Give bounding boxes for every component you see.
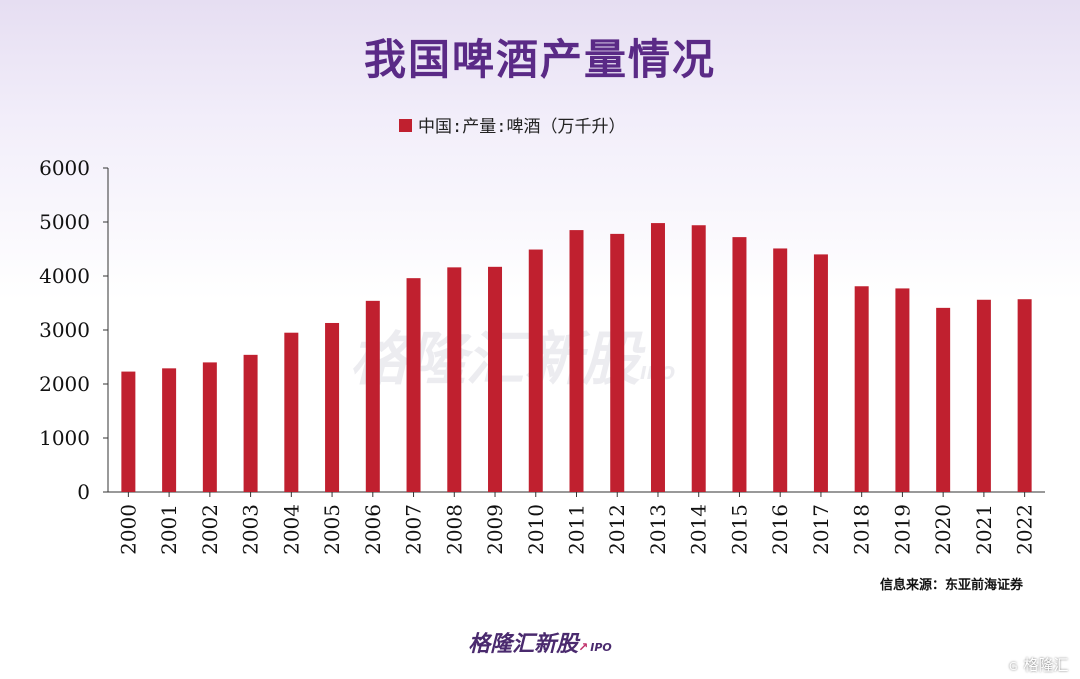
- bar: [528, 249, 543, 492]
- y-tick-label: 2000: [39, 372, 90, 396]
- bar: [243, 354, 258, 492]
- bar: [406, 278, 421, 492]
- bar: [488, 266, 503, 492]
- x-tick-label: 2011: [565, 504, 589, 555]
- y-tick-label: 3000: [39, 318, 90, 342]
- x-tick-label: 2010: [524, 504, 548, 555]
- bar: [1017, 299, 1032, 492]
- x-tick-label: 2015: [727, 504, 751, 555]
- brand-logo-icon: G: [1006, 659, 1021, 674]
- corner-badge: G 格隆汇: [1006, 654, 1069, 675]
- x-tick-label: 2017: [809, 504, 833, 555]
- y-tick-label: 4000: [39, 264, 90, 288]
- bar: [365, 300, 380, 492]
- bar: [121, 371, 136, 492]
- x-tick-label: 2022: [1013, 504, 1037, 555]
- x-tick-label: 2014: [687, 504, 711, 555]
- bar: [691, 225, 706, 493]
- y-tick-label: 5000: [39, 210, 90, 234]
- x-tick-label: 2004: [279, 504, 303, 555]
- chart-title: 我国啤酒产量情况: [363, 35, 716, 84]
- bar: [284, 332, 299, 492]
- x-tick-label: 2016: [768, 504, 792, 555]
- footer-brand: 格隆汇新股↗ IPO: [0, 626, 1080, 658]
- x-tick-label: 2008: [442, 504, 466, 555]
- bar: [895, 288, 910, 492]
- bar: [854, 286, 869, 492]
- bar: [732, 237, 747, 492]
- bar: [202, 362, 217, 492]
- x-tick-label: 2020: [931, 504, 955, 555]
- bar: [569, 230, 584, 492]
- x-tick-label: 2006: [361, 504, 385, 555]
- x-tick-label: 2000: [116, 504, 140, 555]
- x-tick-label: 2019: [890, 504, 914, 555]
- legend-swatch: [399, 119, 412, 132]
- x-tick-label: 2021: [972, 504, 996, 555]
- x-tick-label: 2009: [483, 504, 507, 555]
- x-tick-label: 2013: [646, 504, 670, 555]
- x-tick-label: 2003: [239, 504, 263, 555]
- bar: [162, 368, 177, 492]
- x-tick-label: 2018: [850, 504, 874, 555]
- bar: [976, 299, 991, 492]
- bar: [447, 267, 462, 492]
- bar: [773, 248, 788, 492]
- x-tick-label: 2001: [157, 504, 181, 555]
- x-tick-label: 2007: [402, 504, 426, 555]
- y-tick-label: 0: [77, 480, 90, 504]
- y-tick-label: 6000: [39, 156, 90, 180]
- y-tick-label: 1000: [39, 426, 90, 450]
- footer-brand-ipo: IPO: [590, 641, 612, 654]
- footer-brand-text: 格隆汇新股: [468, 632, 579, 657]
- bar: [936, 307, 951, 492]
- bar: [610, 233, 625, 492]
- x-tick-label: 2005: [320, 504, 344, 555]
- source-note: 信息来源：东亚前海证券: [880, 578, 1024, 593]
- bar: [813, 254, 828, 492]
- trend-arrow-icon: ↗: [578, 640, 589, 654]
- legend-label: 中国:产量:啤酒（万千升）: [418, 117, 625, 137]
- x-tick-label: 2002: [198, 504, 222, 555]
- corner-badge-text: 格隆汇: [1023, 656, 1069, 674]
- bar: [325, 322, 340, 492]
- bar: [650, 223, 665, 492]
- x-tick-label: 2012: [605, 504, 629, 555]
